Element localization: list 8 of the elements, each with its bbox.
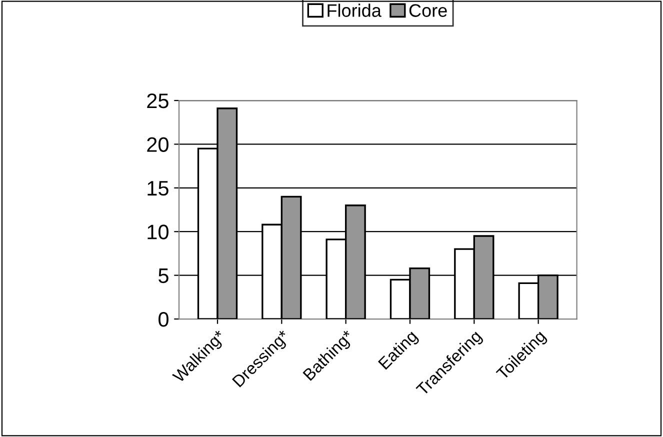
y-tick-label: 25 — [147, 94, 168, 108]
legend-label: Core — [409, 4, 447, 17]
y-tick-label: 20 — [147, 137, 168, 152]
legend-label: Florida — [328, 4, 382, 17]
y-tick-label: 0 — [158, 312, 168, 327]
y-tick-label: 15 — [148, 181, 168, 196]
y-tick-label: 10 — [148, 224, 168, 240]
y-tick-label: 5 — [158, 268, 168, 284]
